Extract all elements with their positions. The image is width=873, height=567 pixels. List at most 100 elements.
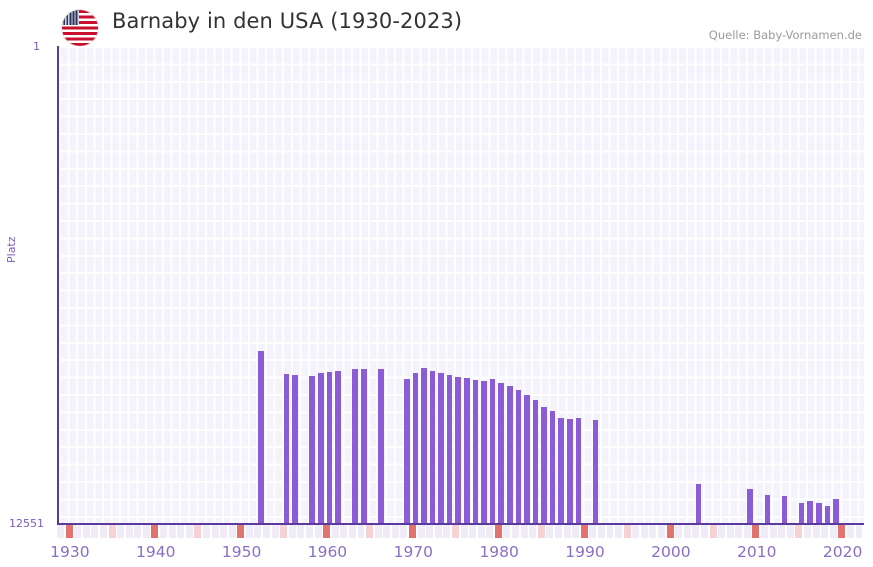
year-marker <box>469 525 477 538</box>
bar[interactable] <box>481 381 487 524</box>
bar[interactable] <box>764 495 771 524</box>
bar[interactable] <box>283 374 290 524</box>
bar[interactable] <box>352 369 358 524</box>
year-marker <box>529 525 537 538</box>
bar[interactable] <box>412 373 419 524</box>
year-marker <box>477 525 485 538</box>
year-marker <box>692 525 700 538</box>
year-marker <box>795 525 803 538</box>
year-marker <box>821 525 829 538</box>
bar[interactable] <box>455 377 462 524</box>
bar[interactable] <box>489 379 496 524</box>
year-marker <box>314 525 322 538</box>
year-marker <box>125 525 133 538</box>
bar[interactable] <box>326 372 333 524</box>
year-marker <box>846 525 854 538</box>
x-axis-tick-1980: 1980 <box>479 543 519 561</box>
year-marker <box>752 525 760 538</box>
year-marker <box>91 525 99 538</box>
x-axis-tick-1970: 1970 <box>393 543 434 561</box>
bar[interactable] <box>403 379 410 524</box>
bar[interactable] <box>567 419 573 524</box>
year-marker <box>82 525 90 538</box>
bar[interactable] <box>361 369 367 524</box>
year-marker <box>786 525 794 538</box>
flag-canton <box>62 10 79 25</box>
year-marker <box>134 525 142 538</box>
bar[interactable] <box>532 400 539 524</box>
x-axis-tick-1940: 1940 <box>136 543 176 561</box>
year-marker <box>761 525 769 538</box>
grid-lines <box>59 46 864 524</box>
bar[interactable] <box>833 499 839 524</box>
bar[interactable] <box>421 368 427 524</box>
bar[interactable] <box>592 420 599 524</box>
year-marker <box>391 525 399 538</box>
bar[interactable] <box>257 351 264 524</box>
x-axis-tick-2020: 2020 <box>822 543 863 561</box>
x-axis-tick-1990: 1990 <box>565 543 605 561</box>
bar[interactable] <box>515 390 522 524</box>
bar[interactable] <box>747 489 753 524</box>
bar[interactable] <box>781 496 788 524</box>
year-marker <box>503 525 511 538</box>
bar[interactable] <box>498 383 504 524</box>
bar[interactable] <box>549 411 556 524</box>
year-marker <box>726 525 734 538</box>
year-marker <box>606 525 614 538</box>
year-marker <box>769 525 777 538</box>
year-marker <box>494 525 502 538</box>
year-marker <box>160 525 167 538</box>
year-marker <box>546 525 554 538</box>
year-marker <box>460 525 468 538</box>
year-marker <box>426 525 434 538</box>
bar[interactable] <box>798 503 805 524</box>
year-marker <box>57 525 64 538</box>
year-marker <box>237 525 245 538</box>
year-marker <box>434 525 442 538</box>
year-marker <box>683 525 691 538</box>
year-marker <box>572 525 580 538</box>
flag-stars <box>62 10 79 25</box>
year-marker <box>803 525 811 538</box>
bar[interactable] <box>292 375 298 524</box>
bar[interactable] <box>472 380 479 524</box>
year-marker <box>640 525 648 538</box>
bar[interactable] <box>816 503 822 524</box>
year-marker <box>108 525 116 538</box>
bar[interactable] <box>524 395 530 524</box>
bar[interactable] <box>807 501 814 524</box>
year-marker <box>185 525 193 538</box>
bar[interactable] <box>378 369 384 524</box>
bar[interactable] <box>429 371 436 524</box>
bar[interactable] <box>695 484 702 524</box>
year-marker <box>374 525 382 538</box>
page-title: Barnaby in den USA (1930-2023) <box>112 9 463 33</box>
year-marker <box>743 525 751 538</box>
year-marker <box>700 525 708 538</box>
bar[interactable] <box>438 373 444 524</box>
year-marker <box>812 525 820 538</box>
year-marker <box>563 525 571 538</box>
bar[interactable] <box>318 373 324 524</box>
bar[interactable] <box>446 375 453 524</box>
year-marker <box>99 525 107 538</box>
year-marker <box>512 525 520 538</box>
bar[interactable] <box>541 407 547 524</box>
year-marker <box>340 525 348 538</box>
bar[interactable] <box>309 376 316 524</box>
bar[interactable] <box>335 371 341 524</box>
y-axis-tick-top: 1 <box>33 40 40 53</box>
year-marker <box>537 525 545 538</box>
year-marker <box>263 525 271 538</box>
bar-series <box>59 46 864 524</box>
bar[interactable] <box>824 506 831 524</box>
bar[interactable] <box>575 418 582 524</box>
year-marker <box>168 525 176 538</box>
bar[interactable] <box>464 378 470 524</box>
year-marker <box>675 525 683 538</box>
bar[interactable] <box>558 418 565 524</box>
bar[interactable] <box>506 386 513 524</box>
year-marker <box>443 525 451 538</box>
